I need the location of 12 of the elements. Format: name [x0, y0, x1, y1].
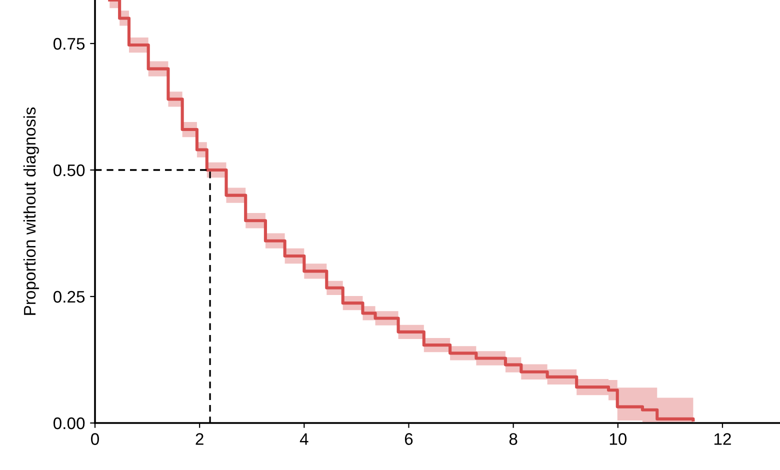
y-tick-label: 0.25 — [53, 290, 85, 303]
x-tick-label: 10 — [610, 433, 627, 445]
y-axis-title: Proportion without diagnosis — [23, 107, 39, 315]
y-tick-label: 0.50 — [53, 164, 85, 176]
x-tick-label: 8 — [509, 433, 518, 445]
y-tick-label: 0.75 — [53, 38, 85, 50]
x-tick-label: 4 — [300, 433, 308, 445]
x-tick-label: 12 — [714, 433, 731, 445]
x-tick-label: 2 — [196, 433, 204, 445]
x-tick-label: 6 — [404, 433, 413, 445]
y-tick-label: 0.00 — [53, 417, 85, 430]
x-tick-label: 0 — [91, 433, 99, 445]
